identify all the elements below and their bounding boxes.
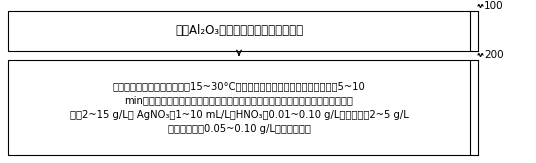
Text: 100: 100 — [484, 1, 504, 11]
Bar — [8, 60, 470, 155]
Text: 将机械抛光后的所述银电极在15~30°C的温度条件下，置于处理剂溶液中搅拌5~10
min后取出，使用去离子水洗涤并烘干，得到处理后的所述银电极，所述处理剂溶液: 将机械抛光后的所述银电极在15~30°C的温度条件下，置于处理剂溶液中搅拌5~1… — [70, 81, 408, 134]
Text: 200: 200 — [484, 50, 504, 60]
Bar — [8, 11, 470, 51]
Text: 采用Al₂O₃粉浆对银电极进行机械抛光: 采用Al₂O₃粉浆对银电极进行机械抛光 — [175, 24, 303, 37]
